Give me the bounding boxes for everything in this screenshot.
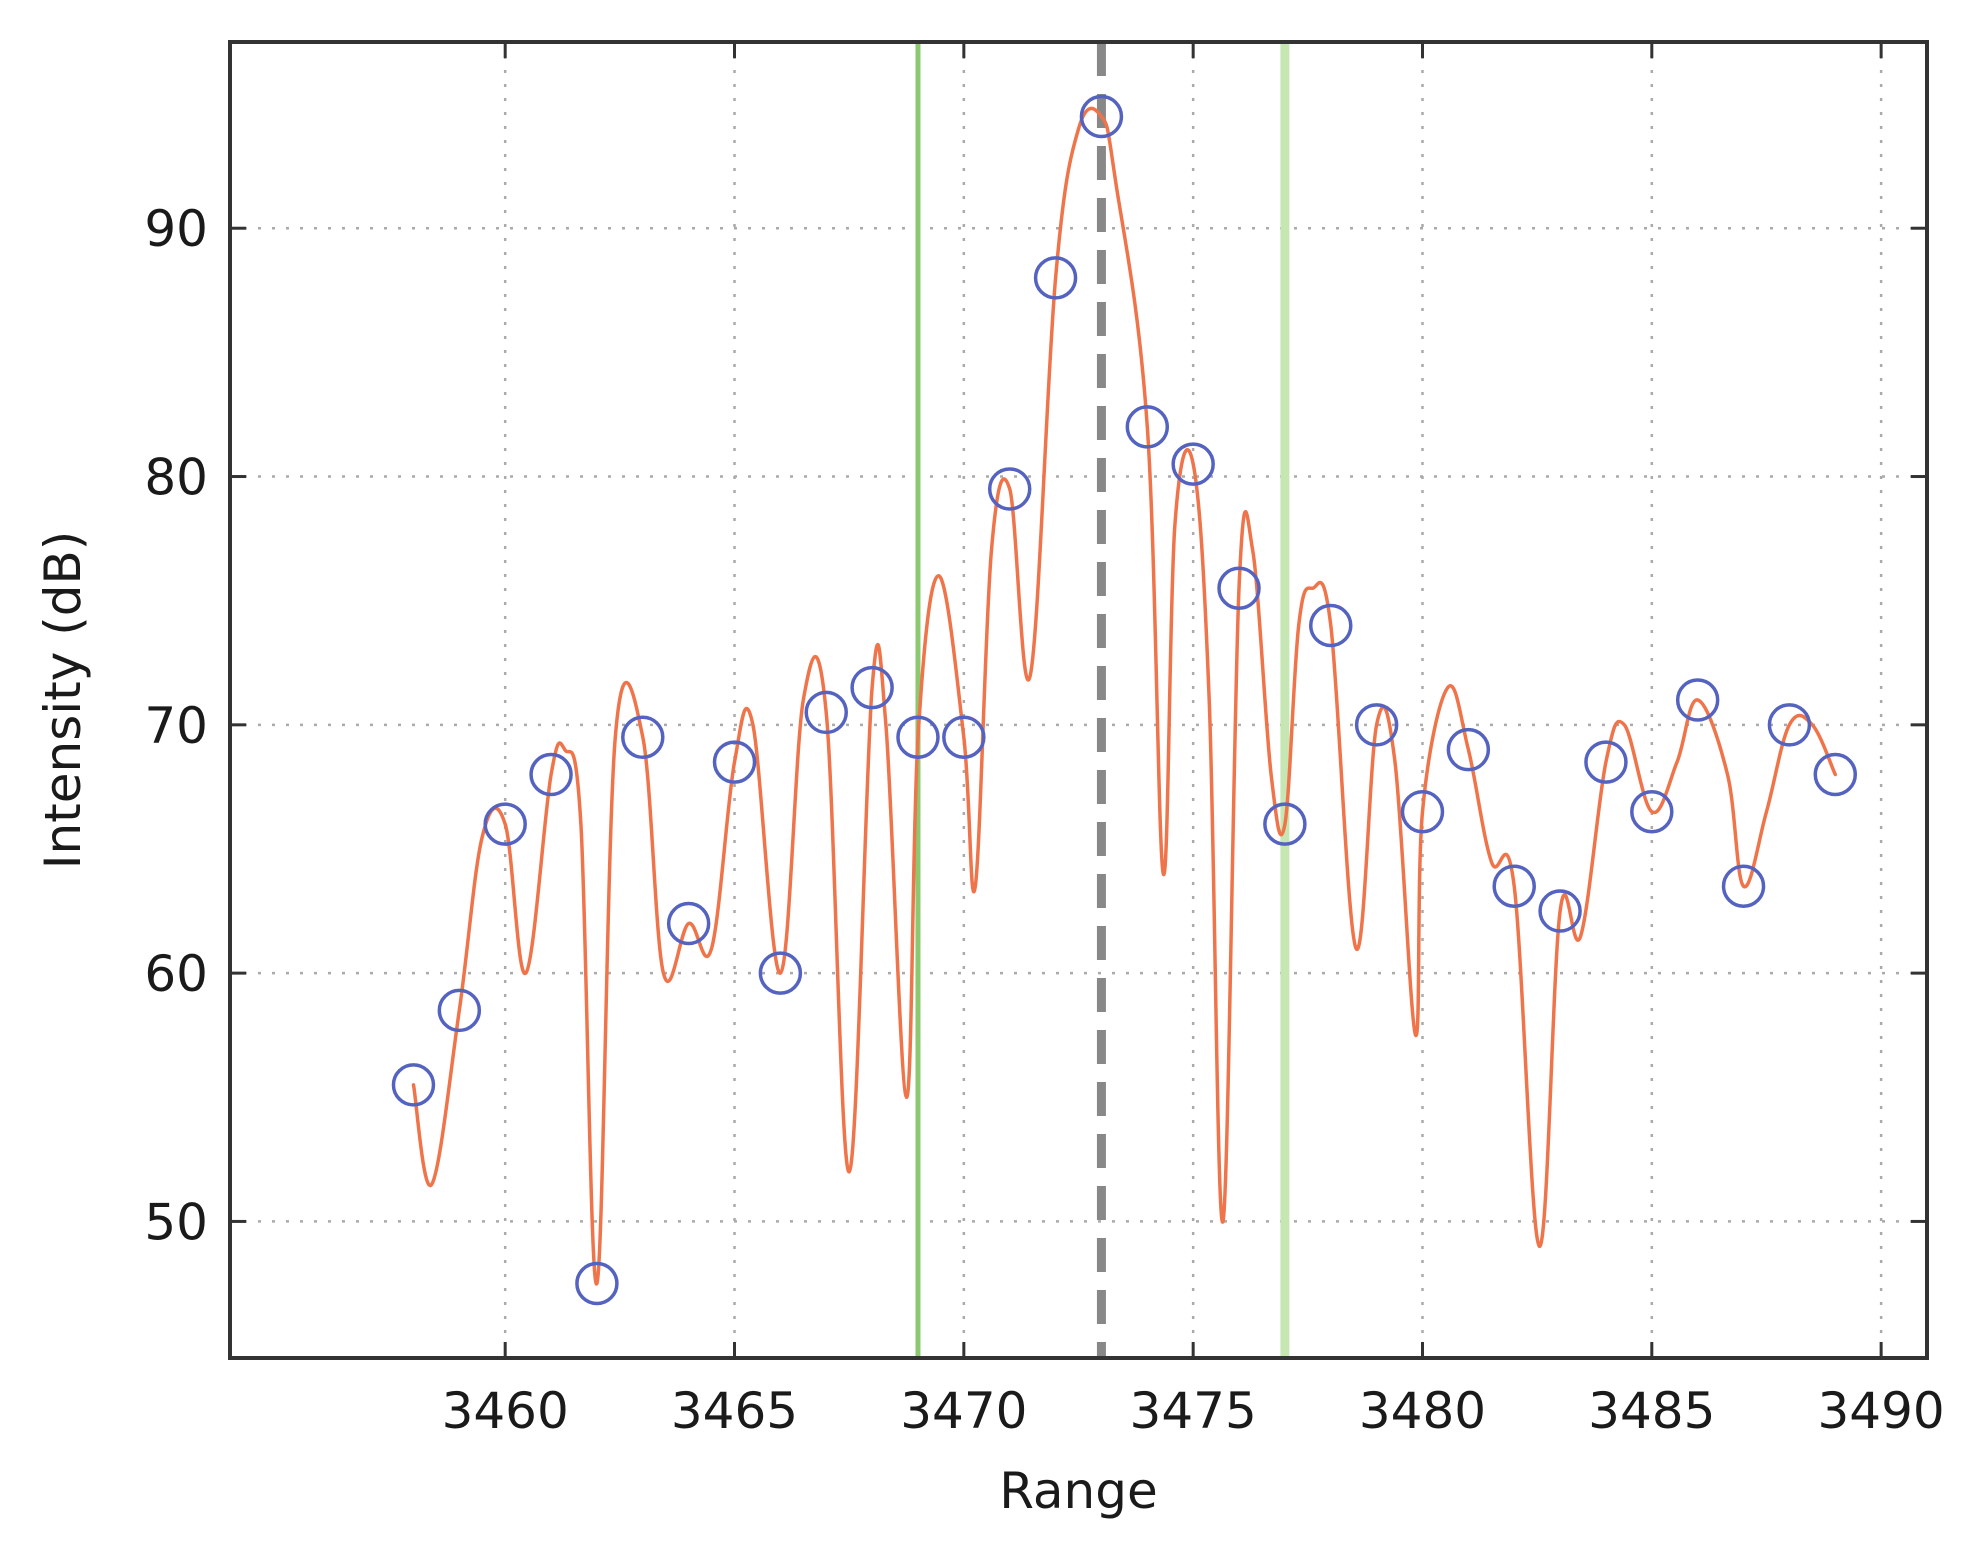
sample-marker	[1492, 864, 1536, 908]
sample-marker	[712, 740, 757, 784]
x-tick-label: 3475	[1130, 1382, 1257, 1440]
sample-marker	[1354, 703, 1399, 747]
plot-area	[228, 40, 1929, 1360]
sample-markers	[391, 94, 1858, 1306]
y-tick-label: 80	[144, 449, 208, 507]
sample-marker	[1400, 789, 1445, 834]
sample-marker	[1125, 405, 1170, 449]
sample-marker	[529, 752, 573, 797]
sample-marker	[621, 715, 665, 759]
intensity-line	[411, 106, 1838, 1286]
sample-marker	[758, 951, 803, 995]
x-tick-label: 3480	[1359, 1382, 1486, 1440]
sample-marker	[575, 1261, 619, 1306]
axes-frame	[228, 40, 1929, 1360]
sample-marker	[1171, 442, 1215, 486]
sample-marker	[1033, 256, 1078, 300]
x-tick-labels: 3460 3465 3470 3475 3480 3485 3490	[442, 1382, 1945, 1440]
sample-marker	[1263, 802, 1307, 846]
sample-marker	[1584, 740, 1628, 784]
y-axis-label: Intensity (dB)	[34, 531, 92, 870]
sample-marker	[1767, 703, 1812, 747]
sample-marker	[1079, 94, 1124, 139]
x-tick-label: 3490	[1818, 1382, 1945, 1440]
sample-marker	[804, 690, 848, 735]
sample-marker	[1813, 752, 1858, 797]
sample-marker	[483, 802, 527, 846]
sample-marker	[1217, 566, 1261, 611]
sample-marker	[850, 665, 894, 710]
sample-marker	[1309, 603, 1353, 648]
reference-lines	[915, 42, 1290, 1358]
sample-marker	[437, 988, 482, 1033]
sample-marker	[1675, 678, 1720, 722]
sample-marker	[896, 715, 940, 759]
tick-marks	[230, 42, 1927, 1358]
y-tick-labels: 50 60 70 80 90	[144, 200, 208, 1251]
sample-marker	[1446, 727, 1491, 772]
sample-marker	[1538, 889, 1582, 933]
y-tick-label: 90	[144, 200, 208, 258]
x-axis-label: Range	[999, 1462, 1157, 1520]
x-tick-label: 3485	[1588, 1382, 1715, 1440]
sample-marker	[666, 901, 711, 946]
sample-marker	[942, 715, 986, 759]
x-tick-label: 3470	[900, 1382, 1027, 1440]
y-tick-label: 50	[144, 1193, 208, 1251]
sample-marker	[1721, 864, 1766, 908]
x-tick-label: 3465	[671, 1382, 798, 1440]
grid-lines	[230, 42, 1927, 1358]
x-tick-label: 3460	[442, 1382, 569, 1440]
y-tick-label: 60	[144, 945, 208, 1003]
sample-marker	[987, 467, 1032, 511]
sample-marker	[1630, 789, 1674, 834]
y-tick-label: 70	[144, 697, 208, 755]
sample-marker	[391, 1063, 436, 1107]
intensity-curve	[411, 106, 1838, 1286]
